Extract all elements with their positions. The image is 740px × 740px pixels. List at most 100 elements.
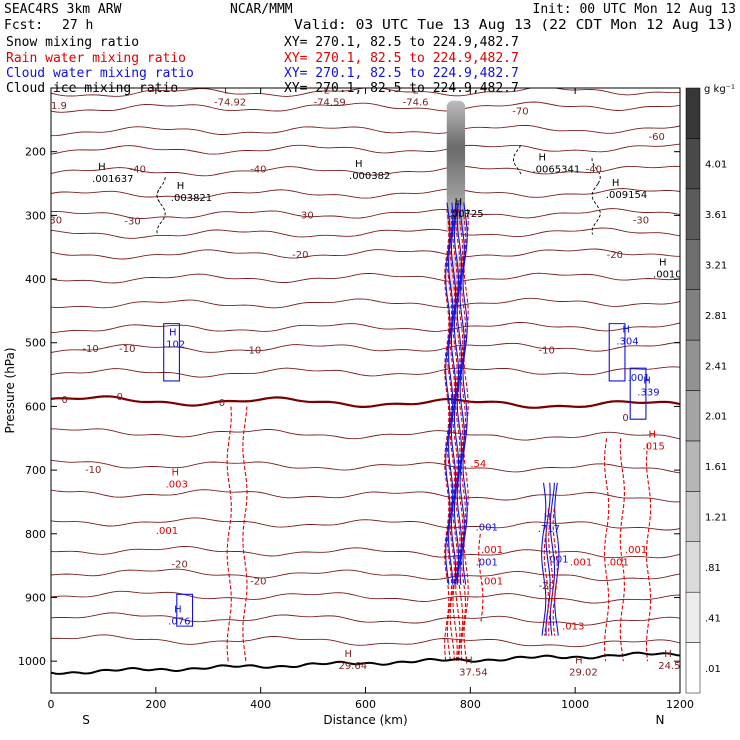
y-tick-label: 200 (25, 146, 46, 159)
high-marker: H (538, 152, 546, 163)
colorbar-label: .81 (705, 563, 721, 574)
rain-contour (603, 438, 610, 662)
header: SEAC4RS 3km ARW Fcst: 27 h NCAR/MMM Init… (4, 2, 736, 96)
isotherm-line (51, 297, 680, 309)
cloudwater-cell (629, 367, 647, 420)
contour-value-label: .001 (570, 558, 592, 569)
ice-contour (512, 145, 522, 175)
isotherm-label: -40 (586, 165, 602, 176)
isotherm-line (51, 612, 680, 626)
high-value: .304 (616, 336, 638, 347)
isotherm-label: -40 (250, 165, 266, 176)
isotherm-line (51, 568, 680, 582)
colorbar-bin (685, 289, 701, 341)
isotherm-label: 0 (117, 392, 123, 403)
cloudwater-contour (450, 202, 457, 585)
high-marker: H (174, 605, 182, 616)
y-tick-label: 300 (25, 209, 46, 222)
x-tick-label: 1200 (666, 698, 694, 711)
high-marker: H (544, 512, 552, 523)
cloudwater-contour (541, 482, 547, 636)
colorbar-label: 4.01 (705, 160, 727, 171)
field-name-cloudwater: Cloud water mixing ratio (6, 66, 194, 81)
colorbar-bin (685, 188, 701, 240)
colorbar-bin (685, 339, 701, 391)
isotherm-line (51, 124, 680, 137)
high-marker: H (622, 324, 630, 335)
high-value: .0065341 (532, 164, 580, 175)
isotherm-line (51, 188, 680, 199)
field-xy-snow: XY= 270.1, 82.5 to 224.9,482.7 (284, 35, 519, 50)
contour-value-label: .001 (476, 523, 498, 534)
colorbar-label: 3.61 (705, 210, 727, 221)
low-value: -74.59 (314, 98, 346, 109)
colorbar-bin (685, 440, 701, 492)
rain-contour (446, 208, 453, 662)
isotherm-label: -20 (607, 250, 623, 261)
contour-value-label: .013 (562, 621, 584, 632)
colorbar-label: 3.21 (705, 260, 727, 271)
rain-contour (619, 438, 625, 662)
x-axis-label: Distance (km) (323, 713, 407, 727)
x-tick-label: 200 (145, 698, 166, 711)
isotherm-line (51, 428, 680, 441)
x-tick-label: 1000 (561, 698, 589, 711)
isotherm-line (51, 590, 680, 604)
valid-time: Valid: 03 UTC Tue 13 Aug 13 (22 CDT Mon … (294, 18, 734, 33)
forecast-label: Fcst: (4, 18, 43, 33)
colorbar-label: .01 (705, 664, 721, 675)
colorbar-label: 2.41 (705, 361, 727, 372)
colorbar-bin (685, 390, 701, 442)
x-tick-label: 400 (250, 698, 271, 711)
y-axis-label: Pressure (hPa) (3, 347, 17, 433)
forecast-hours: 27 h (62, 18, 93, 33)
north-label: N (656, 713, 665, 727)
init-time: Init: 00 UTC Mon 12 Aug 13 (533, 2, 737, 17)
high-value: 24.5 (658, 661, 680, 672)
terrain-line (51, 651, 680, 675)
high-marker: H (465, 656, 473, 667)
plot-area: -70 -60 -40 -40 -40 -30 -30 -30 -30 -20 -20 -10 -10 -… (51, 86, 680, 679)
cloudwater-contour (445, 202, 451, 585)
field-xy-rain: XY= 270.1, 82.5 to 224.9,482.7 (284, 51, 519, 66)
cloudwater-cell (163, 323, 180, 382)
rain-contour (548, 508, 554, 636)
isotherm-label: -30 (124, 217, 140, 228)
high-value: .015 (643, 441, 665, 452)
y-tick-label: 600 (25, 400, 46, 413)
model-title: SEAC4RS 3km ARW (4, 2, 122, 17)
rain-contour (478, 533, 484, 623)
field-xy-cloudwater: XY= 270.1, 82.5 to 224.9,482.7 (284, 66, 519, 81)
cloudwater-contour (453, 202, 460, 585)
south-label: S (82, 713, 90, 727)
cloudwater-contour (459, 202, 465, 585)
high-marker: H (575, 656, 583, 667)
high-marker: H (345, 649, 353, 660)
isotherm-label: -40 (130, 165, 146, 176)
isotherm-line (51, 489, 680, 503)
high-value: .717 (538, 524, 560, 535)
high-marker: H (177, 181, 185, 192)
isotherm-label: -10 (119, 344, 135, 355)
isotherm-label: -70 (512, 107, 528, 118)
center-label: NCAR/MMM (230, 2, 293, 17)
isotherm-label: -20 (172, 559, 188, 570)
isotherm-label: -30 (633, 215, 649, 226)
y-tick-label: 400 (25, 273, 46, 286)
isotherm-label: -30 (297, 210, 313, 221)
isotherm-label: -60 (649, 132, 665, 143)
high-value: .001637 (92, 174, 133, 185)
low-marker: L (413, 86, 419, 97)
colorbar-unit: g kg⁻¹ (704, 84, 735, 95)
rain-contour (449, 208, 455, 662)
colorbar-label: 2.01 (705, 412, 727, 423)
colorbar: .01 .41 .81 1.21 1.61 2.01 2.41 2.81 3.21 3.61 4.0… (685, 84, 735, 694)
isotherm-label: 1.9 (51, 101, 67, 112)
contour-value-label: .001 (481, 545, 503, 556)
y-tick-label: 500 (25, 337, 46, 350)
high-marker: H (659, 258, 667, 269)
high-value: .009154 (606, 190, 647, 201)
colorbar-label: 2.81 (705, 311, 727, 322)
isotherm-line (51, 143, 680, 155)
cloudwater-cell (176, 593, 194, 627)
